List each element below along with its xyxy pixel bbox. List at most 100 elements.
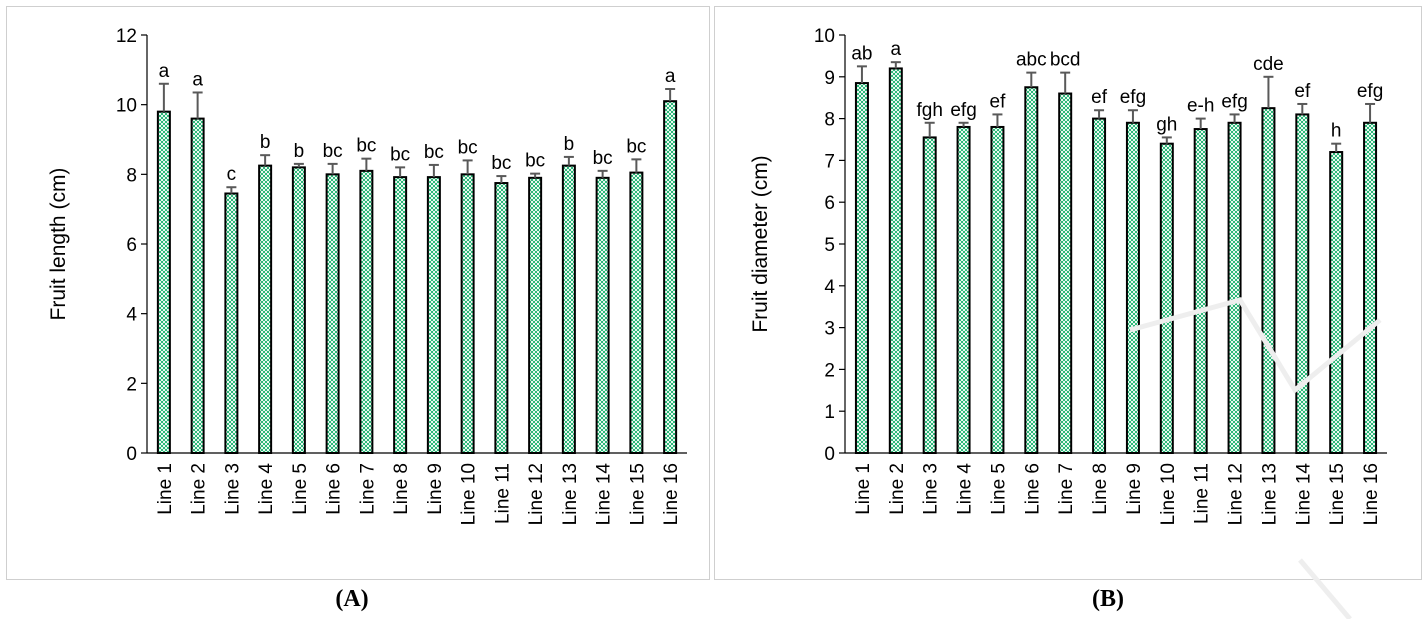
bar <box>922 136 937 454</box>
significance-label: a <box>665 66 676 87</box>
bar <box>426 176 441 454</box>
fruit-diameter-chart: 0 1 2 3 4 5 6 7 8 9 10 Fruit diameter (cm) ab Line 1 a… <box>749 26 1387 526</box>
bar <box>561 164 576 454</box>
x-tick-label: Line 12 <box>1226 463 1247 525</box>
x-tick-label: Line 4 <box>256 463 277 515</box>
y-tick-label: 10 <box>814 26 835 47</box>
bar <box>854 82 869 454</box>
significance-label: ef <box>1294 81 1311 102</box>
bar <box>595 176 610 454</box>
x-tick-label: Line 3 <box>222 463 243 515</box>
y-tick-label: 0 <box>824 444 835 465</box>
bar <box>156 110 171 454</box>
y-tick-label: 7 <box>824 151 835 172</box>
bar <box>528 176 543 454</box>
y-tick-label: 4 <box>824 277 835 298</box>
significance-label: e-h <box>1187 96 1214 117</box>
significance-label: ab <box>851 43 872 64</box>
y-tick-label: 5 <box>824 235 835 256</box>
caption-b: (B) <box>1092 586 1124 612</box>
bar <box>494 182 509 455</box>
x-tick-label: Line 10 <box>459 463 480 525</box>
x-tick-label: Line 2 <box>887 463 908 515</box>
bar <box>190 117 205 454</box>
y-tick-label: 8 <box>126 165 137 186</box>
caption-a: (A) <box>335 586 369 612</box>
bar <box>1058 92 1073 455</box>
significance-label: a <box>159 61 170 82</box>
y-axis-label: Fruit length (cm) <box>47 168 70 321</box>
x-tick-label: Line 6 <box>1022 463 1043 515</box>
bar <box>629 171 644 454</box>
bar <box>359 169 374 454</box>
significance-label: bc <box>458 137 478 158</box>
significance-label: h <box>1331 121 1342 142</box>
bar <box>393 176 408 454</box>
bar <box>258 164 273 454</box>
x-tick-label: Line 7 <box>357 463 378 515</box>
x-tick-label: Line 15 <box>627 463 648 525</box>
y-tick-label: 9 <box>824 68 835 89</box>
y-tick-label: 0 <box>126 444 137 465</box>
bar <box>990 125 1005 455</box>
significance-label: bc <box>323 141 343 162</box>
y-tick-label: 4 <box>126 305 137 326</box>
x-tick-label: Line 15 <box>1327 463 1348 525</box>
x-tick-label: Line 2 <box>189 463 210 515</box>
x-tick-label: Line 16 <box>1361 463 1382 525</box>
bar <box>1261 107 1276 455</box>
bar <box>888 67 903 454</box>
significance-label: efg <box>950 100 976 121</box>
significance-label: b <box>260 132 271 153</box>
significance-label: c <box>227 164 237 185</box>
x-tick-label: Line 1 <box>853 463 874 515</box>
bar <box>1092 117 1107 454</box>
x-tick-label: Line 6 <box>324 463 345 515</box>
y-tick-label: 10 <box>116 96 137 117</box>
x-tick-label: Line 12 <box>526 463 547 525</box>
bar <box>1125 121 1140 454</box>
significance-label: bc <box>491 153 511 174</box>
bar <box>663 100 678 455</box>
significance-label: a <box>891 39 902 60</box>
significance-label: a <box>192 69 203 90</box>
significance-label: gh <box>1156 114 1177 135</box>
y-tick-label: 3 <box>824 319 835 340</box>
bar <box>224 192 239 454</box>
x-tick-label: Line 9 <box>1124 463 1145 515</box>
x-tick-label: Line 14 <box>1293 463 1314 526</box>
bar <box>1159 142 1174 454</box>
bar <box>325 173 340 454</box>
chart-panel-b: 0 1 2 3 4 5 6 7 8 9 10 Fruit diameter (cm) ab Line 1 a… <box>714 6 1422 580</box>
x-tick-label: Line 11 <box>492 463 513 524</box>
bar <box>1329 151 1344 454</box>
significance-label: cde <box>1253 54 1284 75</box>
significance-label: b <box>564 134 575 155</box>
significance-label: bc <box>626 136 646 157</box>
y-tick-label: 1 <box>824 402 835 423</box>
bar <box>956 125 971 455</box>
x-tick-label: Line 9 <box>425 463 446 515</box>
significance-label: ef <box>990 91 1007 112</box>
fruit-length-chart: 0 2 4 6 8 10 12 Fruit length (cm) a Line 1 a Line 2… <box>47 26 687 526</box>
x-tick-label: Line 3 <box>921 463 942 515</box>
y-tick-label: 2 <box>824 360 835 381</box>
y-tick-label: 6 <box>824 193 835 214</box>
bar <box>1193 128 1208 455</box>
y-axis-label: Fruit diameter (cm) <box>749 155 772 332</box>
bar <box>460 173 475 454</box>
significance-label: bc <box>424 142 444 163</box>
x-tick-label: Line 16 <box>661 463 682 525</box>
significance-label: fgh <box>916 100 942 121</box>
y-tick-label: 2 <box>126 374 137 395</box>
x-tick-label: Line 8 <box>391 463 412 515</box>
significance-label: efg <box>1221 91 1247 112</box>
x-tick-label: Line 13 <box>1259 463 1280 525</box>
significance-label: bc <box>356 136 376 157</box>
x-tick-label: Line 4 <box>955 463 976 515</box>
y-tick-label: 8 <box>824 110 835 131</box>
y-tick-label: 6 <box>126 235 137 256</box>
x-tick-label: Line 14 <box>594 463 615 526</box>
bar <box>1024 86 1039 454</box>
significance-label: bc <box>593 148 613 169</box>
